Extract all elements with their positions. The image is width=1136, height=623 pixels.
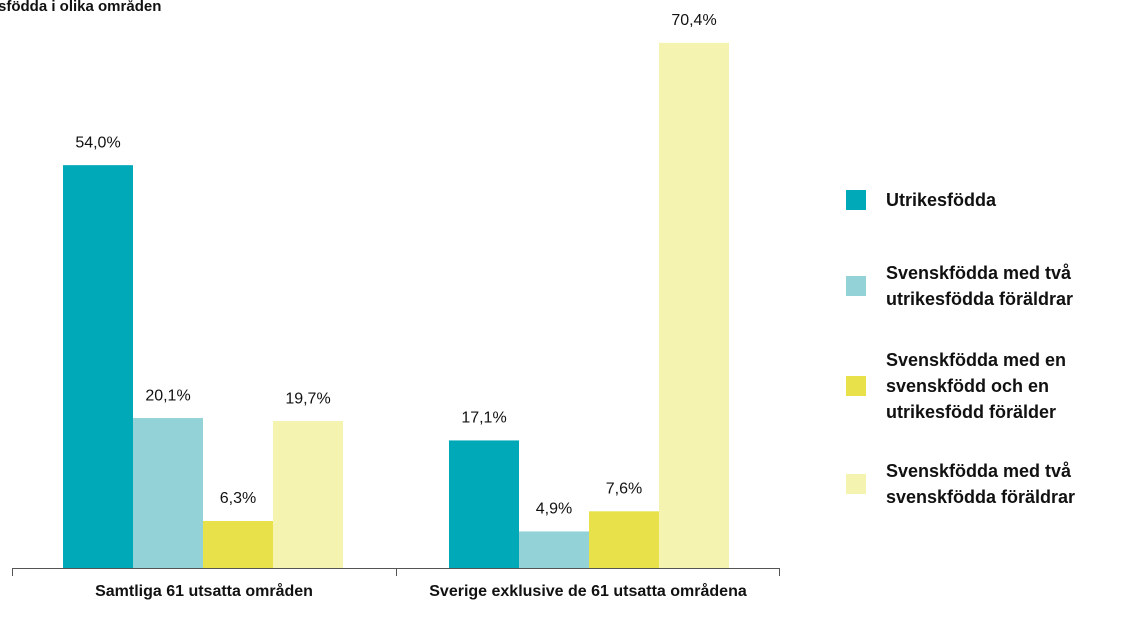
legend-label: Svenskfödda med två svenskfödda föräldra…	[886, 461, 1076, 507]
data-label: 20,1%	[145, 387, 190, 404]
bar	[63, 165, 133, 568]
chart-title: sfödda i olika områden	[0, 0, 162, 15]
data-label: 4,9%	[536, 501, 572, 518]
x-tick-label: Samtliga 61 utsatta områden	[95, 583, 313, 600]
bar	[659, 42, 729, 569]
legend-item: Utrikesfödda	[846, 140, 1136, 260]
bar	[133, 418, 203, 568]
bar	[449, 440, 519, 568]
legend-swatch	[846, 276, 866, 296]
data-label: 6,3%	[220, 490, 256, 507]
data-label: 17,1%	[461, 410, 506, 427]
legend-label: Svenskfödda med en svenskfödd och en utr…	[886, 350, 1067, 422]
bar	[203, 521, 273, 568]
legend-item: Svenskfödda med en svenskfödd och en utr…	[846, 326, 1136, 446]
bar	[519, 531, 589, 568]
data-label: 54,0%	[75, 134, 120, 151]
bar	[589, 511, 659, 568]
data-label: 7,6%	[606, 481, 642, 498]
legend-label: Utrikesfödda	[886, 190, 997, 210]
legend-item: Svenskfödda med två svenskfödda föräldra…	[846, 424, 1136, 544]
data-label: 19,7%	[285, 390, 330, 407]
legend-swatch	[846, 190, 866, 210]
legend-swatch	[846, 376, 866, 396]
bar	[273, 421, 343, 568]
x-tick-label: Sverige exklusive de 61 utsatta områdena	[429, 583, 747, 600]
legend-item: Svenskfödda med två utrikesfödda föräldr…	[846, 226, 1136, 346]
legend-swatch	[846, 474, 866, 494]
legend-label: Svenskfödda med två utrikesfödda föräldr…	[886, 263, 1074, 309]
data-label: 70,4%	[671, 12, 716, 29]
